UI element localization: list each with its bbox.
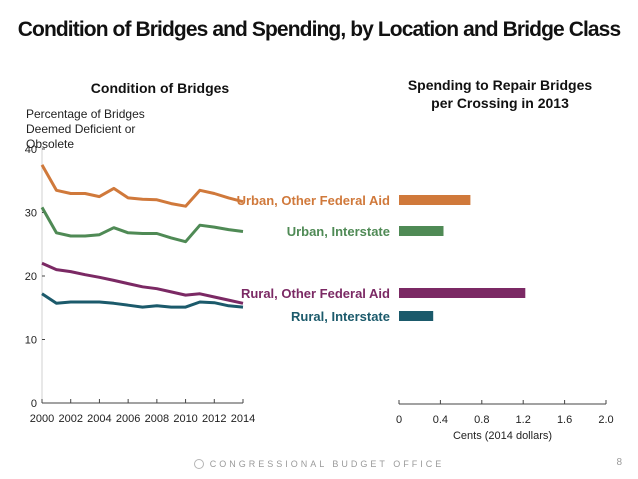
bar-2 [399,288,526,298]
bar-3 [399,311,434,321]
line-chart-title: Condition of Bridges [90,80,230,96]
series-label-2: Rural, Other Federal Aid [241,286,390,301]
page-number: 8 [616,457,622,468]
line-chart-axes: 0 10 20 30 40 2000 2002 2004 2006 2008 2010 2012 201… [25,144,255,425]
series-label-3: Rural, Interstate [291,309,390,324]
line-chart-series [40,164,244,309]
bar-chart-axes: 0 0.4 0.8 1.2 1.6 2.0 Cents (2014 dollars) [396,400,614,442]
bar-0 [399,195,471,205]
y-tick-label: 20 [25,271,37,283]
x-tick-label: 2010 [173,413,197,425]
bar-1 [399,226,444,236]
y-tick-label: 10 [25,335,37,347]
x-tick-label: 2002 [58,413,82,425]
y-tick-label: 30 [25,208,37,220]
x-tick-label: 2012 [202,413,226,425]
x-tick-label: 2006 [116,413,140,425]
footer-organization: CONGRESSIONAL BUDGET OFFICE [209,459,445,469]
bar-x-tick-label: 0.4 [433,414,448,426]
x-tick-label: 2008 [145,413,169,425]
bar-chart-title: Spending to Repair Bridges per Crossing … [407,77,593,111]
series-label-1: Urban, Interstate [287,224,390,239]
cbo-seal-icon [193,459,204,469]
bar-x-tick-label: 0.8 [474,414,489,426]
bar-x-tick-label: 2.0 [598,414,613,426]
y-tick-label: 40 [25,144,37,156]
x-tick-label: 2014 [231,413,255,425]
series-labels: Urban, Other Federal Aid Urban, Interstat… [237,193,390,324]
y-axis-label: Percentage of Bridges Deemed Deficient o… [26,107,145,151]
bar-x-tick-label: 1.6 [557,414,572,426]
line-series-3 [41,292,244,309]
line-series-2 [41,261,244,305]
line-chart-ylabel: Percentage of Bridges Deemed Deficient o… [26,107,176,152]
bar-chart-bars [399,195,526,321]
slide-title: Condition of Bridges and Spending, by Lo… [17,18,621,41]
bar-x-axis-label: Cents (2014 dollars) [453,430,552,442]
series-label-0: Urban, Other Federal Aid [237,193,390,208]
y-tick-label: 0 [31,398,37,410]
bar-x-tick-label: 1.2 [516,414,531,426]
footer: CONGRESSIONAL BUDGET OFFICE [0,459,638,469]
bar-x-tick-label: 0 [396,414,402,426]
x-tick-label: 2004 [87,413,111,425]
line-series-1 [40,206,244,244]
x-tick-label: 2000 [30,413,54,425]
line-series-0 [40,164,244,208]
